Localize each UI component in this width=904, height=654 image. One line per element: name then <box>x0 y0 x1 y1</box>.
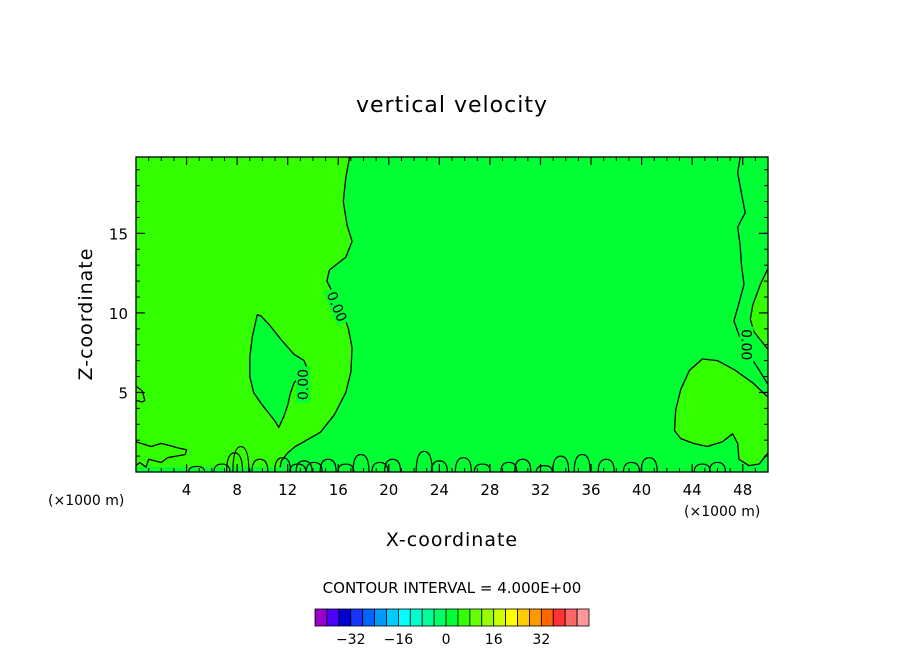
x-tick-label: 48 <box>733 481 752 499</box>
contour-label-bg <box>323 287 351 326</box>
positive-strip-right <box>750 268 768 350</box>
x-tick-label: 28 <box>480 481 499 499</box>
x-tick-label: 12 <box>278 481 297 499</box>
colorbar-swatch <box>457 608 471 627</box>
colorbar-swatch <box>397 608 411 627</box>
surface-contour <box>274 457 292 473</box>
surface-contour <box>213 463 231 473</box>
surface-contour <box>371 461 389 473</box>
contour-line <box>135 441 188 468</box>
x-tick-label: 8 <box>232 481 242 499</box>
colorbar-tick-label: −16 <box>384 632 414 648</box>
y-axis-label: Z-coordinate <box>75 248 97 381</box>
x-tick-label: 20 <box>379 481 398 499</box>
colorbar-swatch <box>469 608 483 627</box>
y-ticks: 5 10 15 <box>109 169 768 457</box>
colorbar-swatch <box>409 608 423 627</box>
colorbar-swatch <box>350 608 364 627</box>
positive-region-right <box>674 359 768 466</box>
x-tick-label: 32 <box>531 481 550 499</box>
colorbar-swatch <box>338 608 352 627</box>
surface-contour <box>535 465 553 473</box>
colorbar-swatch <box>445 608 459 627</box>
surface-contour <box>188 465 206 473</box>
x-tick-label: 40 <box>632 481 651 499</box>
surface-contour <box>319 458 337 473</box>
colorbar-swatch <box>576 608 590 627</box>
colorbar-swatch <box>529 608 542 627</box>
colorbar-swatch <box>540 608 554 627</box>
y-tick-label: 15 <box>109 225 128 243</box>
contour-label: 0.00 <box>296 369 312 400</box>
colorbar-swatch <box>362 608 375 627</box>
surface-contour <box>573 453 591 473</box>
colorbar-swatch <box>314 608 328 627</box>
x-tick-label: 44 <box>683 481 702 499</box>
contour-label-bg <box>739 326 754 363</box>
x-tick-label: 36 <box>581 481 600 499</box>
surface-contour <box>597 458 615 473</box>
surface-contour <box>305 461 323 473</box>
colorbar: −32 −16 0 16 32 <box>314 608 590 648</box>
colorbar-swatch <box>505 608 518 627</box>
colorbar-swatch <box>493 608 507 627</box>
surface-contour <box>295 460 313 473</box>
contour-line <box>249 313 308 429</box>
contour-line <box>673 358 769 467</box>
colorbar-tick-label: 32 <box>532 632 550 648</box>
x-tick-label: 4 <box>182 481 192 499</box>
x-ticks: 4 8 12 16 20 24 28 32 36 40 44 48 <box>148 157 756 499</box>
colorbar-swatch <box>517 608 530 627</box>
contour-label: 0.00 <box>738 329 754 360</box>
colorbar-swatch <box>374 608 387 627</box>
colorbar-tick-label: −32 <box>336 632 366 648</box>
surface-contour <box>622 461 641 473</box>
surface-contour <box>251 458 269 473</box>
contour-line <box>135 385 146 403</box>
inner-region <box>249 314 307 428</box>
x-unit-right: (×1000 m) <box>684 504 760 520</box>
surface-contour <box>552 455 570 473</box>
surface-contour <box>500 461 518 473</box>
colorbar-swatch <box>326 608 340 627</box>
colorbar-swatch <box>552 608 566 627</box>
x-tick-label: 16 <box>329 481 348 499</box>
contour-label-bg <box>295 366 310 403</box>
surface-contour <box>232 445 250 473</box>
surface-contour <box>454 457 472 473</box>
surface-contour <box>708 461 727 473</box>
colorbar-swatch <box>421 608 435 627</box>
surface-contour <box>352 453 370 473</box>
colorbar-swatch <box>433 608 447 627</box>
surface-contour <box>430 460 448 473</box>
contour-interval-label: CONTOUR INTERVAL = 4.000E+00 <box>323 579 582 597</box>
colorbar-tick-label: 16 <box>485 632 503 648</box>
surface-contour <box>514 458 532 473</box>
chart-title: vertical velocity <box>356 93 548 118</box>
plot-area: 0.000.000.00 <box>135 156 769 473</box>
surface-contour <box>383 458 402 473</box>
colorbar-swatch <box>386 608 399 627</box>
surface-contour <box>415 450 433 473</box>
colorbar-swatch <box>481 608 495 627</box>
contour-line <box>749 268 769 350</box>
positive-region-left <box>136 157 353 468</box>
y-tick-label: 5 <box>118 384 128 402</box>
y-tick-label: 10 <box>109 305 128 323</box>
x-axis-label: X-coordinate <box>386 529 518 551</box>
x-tick-label: 24 <box>430 481 449 499</box>
contour-line <box>279 156 353 468</box>
colorbar-swatch <box>564 608 578 627</box>
x-unit-left: (×1000 m) <box>48 493 124 509</box>
colorbar-tick-label: 0 <box>442 632 451 648</box>
